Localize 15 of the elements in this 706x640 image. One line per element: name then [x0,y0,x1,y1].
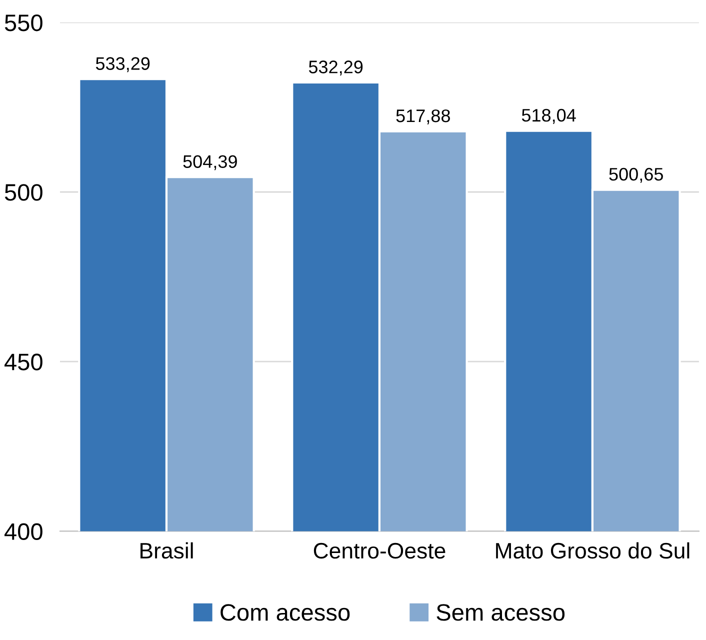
y-tick-label: 450 [4,354,42,370]
data-label: 500,65 [609,168,663,183]
x-tick-label: Mato Grosso do Sul [496,542,690,559]
data-label: 518,04 [522,108,576,124]
x-tick-label: Brasil [140,542,193,559]
data-label: 517,88 [396,109,450,124]
y-tick-label: 500 [4,184,42,201]
y-tick-label: 550 [4,14,42,32]
data-label: 532,29 [308,60,363,76]
legend-label: Com acesso [220,604,350,621]
data-label: 533,29 [96,57,150,72]
x-tick-label: Centro-Oeste [314,542,446,559]
y-tick-label: 400 [4,523,42,540]
data-label: 504,39 [183,155,237,170]
legend-label: Sem acesso [436,604,565,621]
